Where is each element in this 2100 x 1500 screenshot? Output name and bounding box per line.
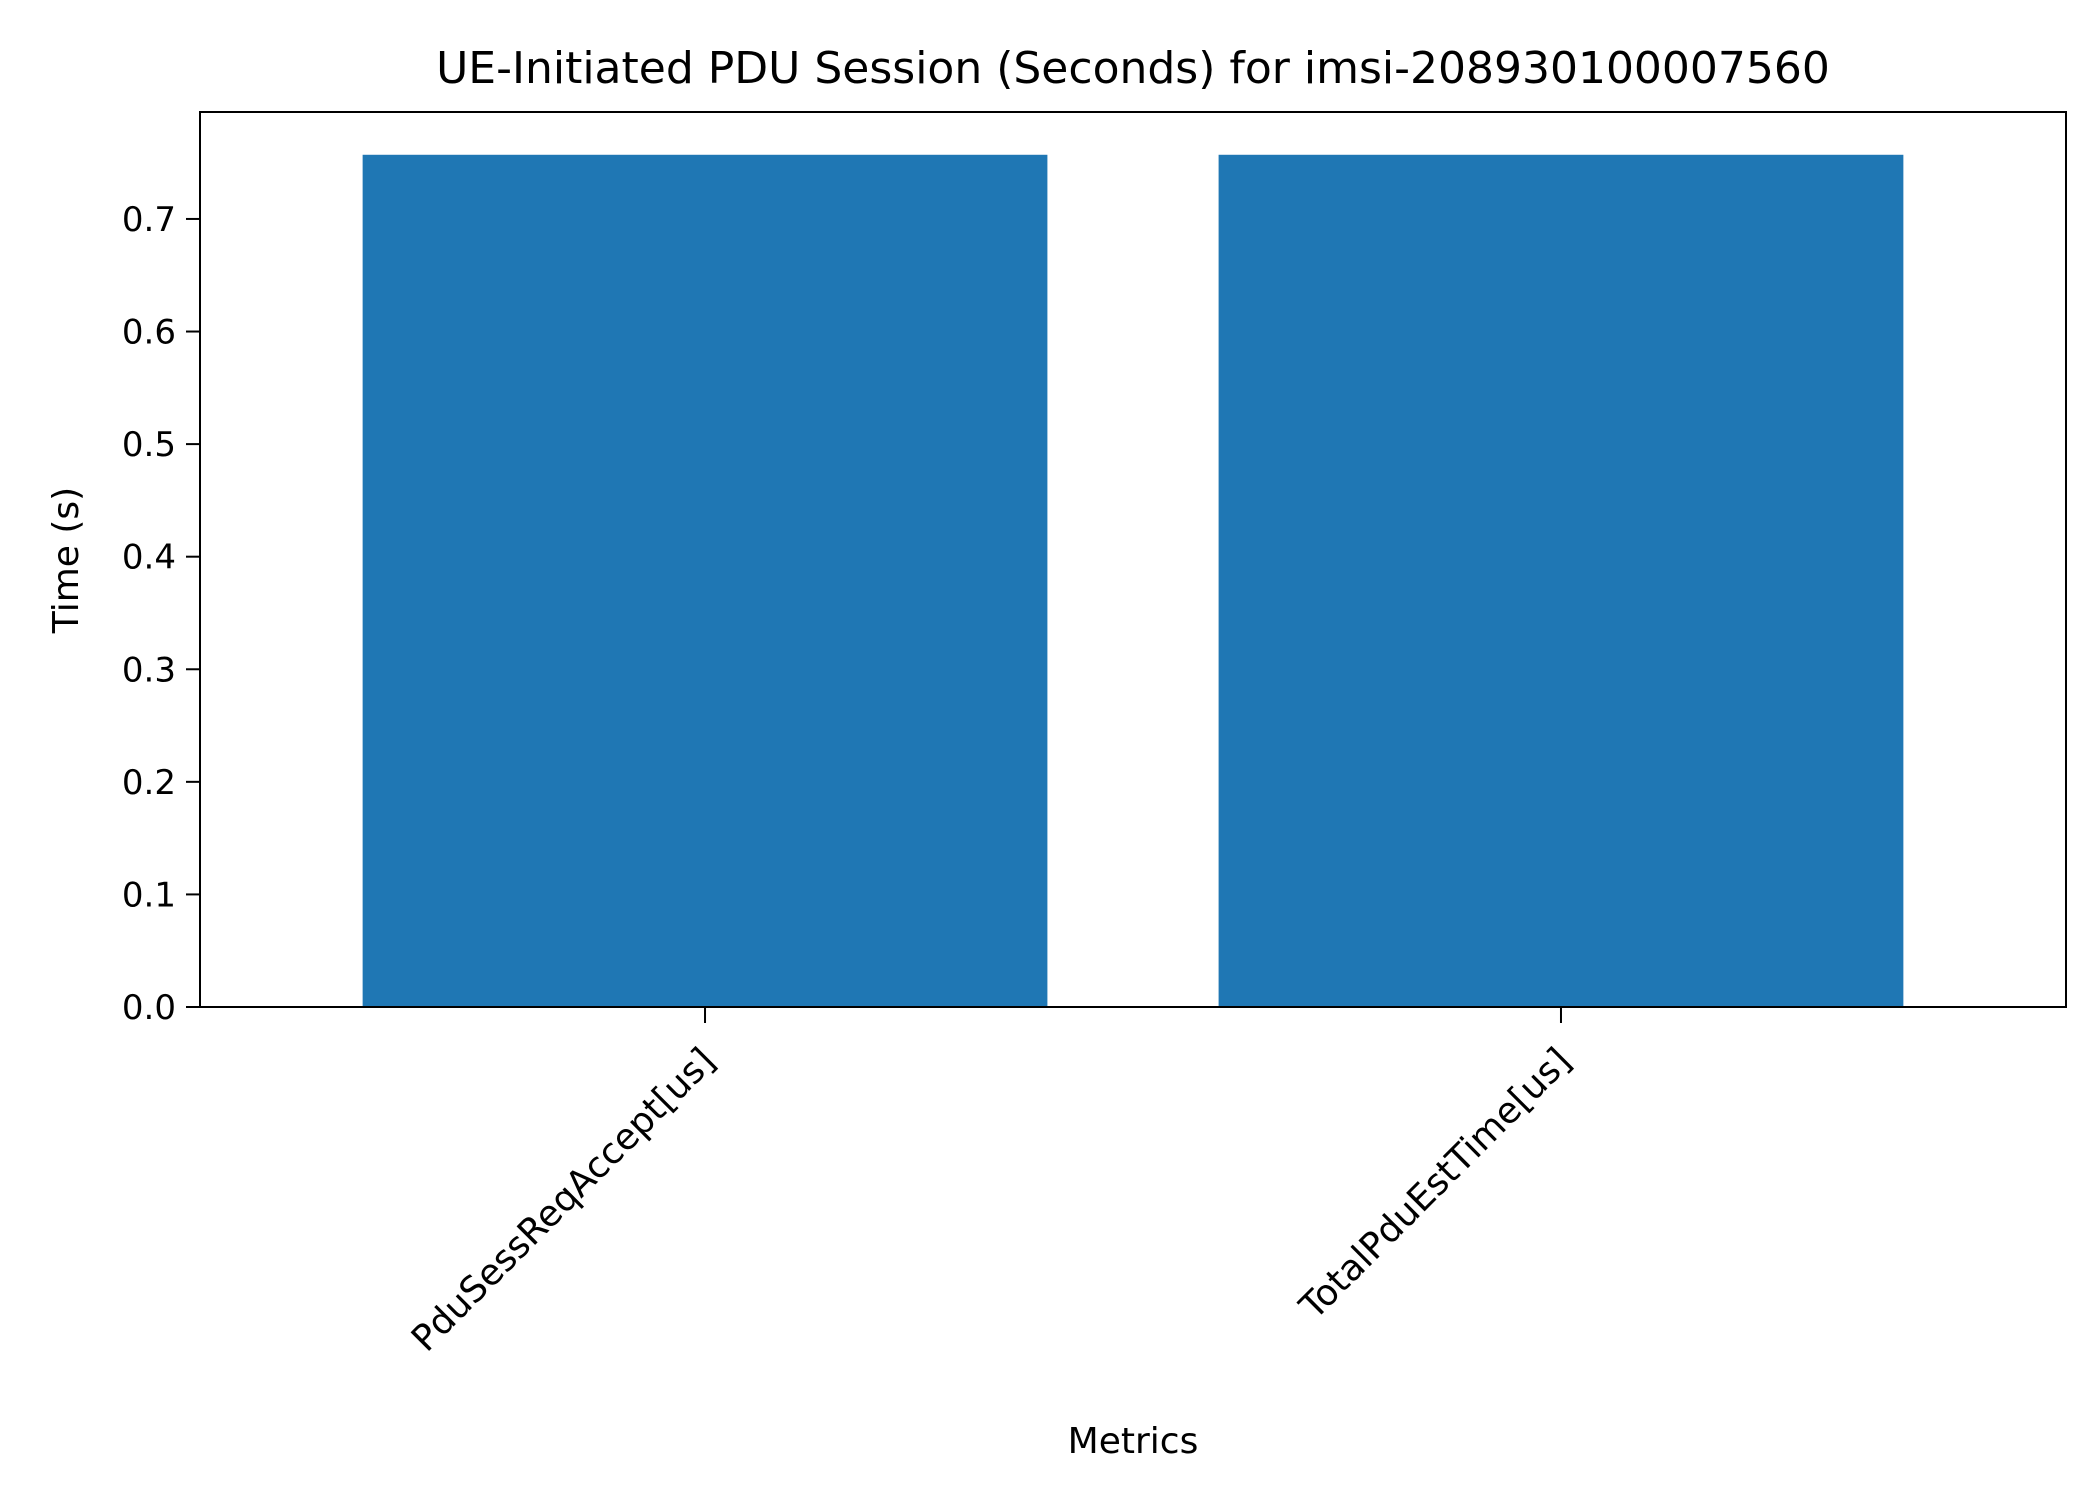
y-tick-label-4: 0.3 [122,650,176,690]
chart-title: UE-Initiated PDU Session (Seconds) for i… [436,43,1830,94]
y-tick-label-2: 0.1 [122,875,176,915]
y-tick-label-6: 0.5 [122,425,176,465]
y-tick-label-8: 0.7 [122,200,176,240]
y-axis-label: Time (s) [46,487,87,634]
y-tick-label-7: 0.6 [122,313,176,353]
bar-2 [1218,154,1904,1007]
y-tick-label-5: 0.4 [122,538,176,578]
bar-1 [362,154,1048,1007]
y-tick-label-1: 0.0 [122,988,176,1028]
y-tick-label-3: 0.2 [122,763,176,803]
x-axis-label: Metrics [1068,1421,1199,1462]
plot-frame [199,111,2067,1008]
bars-layer [362,154,1904,1007]
